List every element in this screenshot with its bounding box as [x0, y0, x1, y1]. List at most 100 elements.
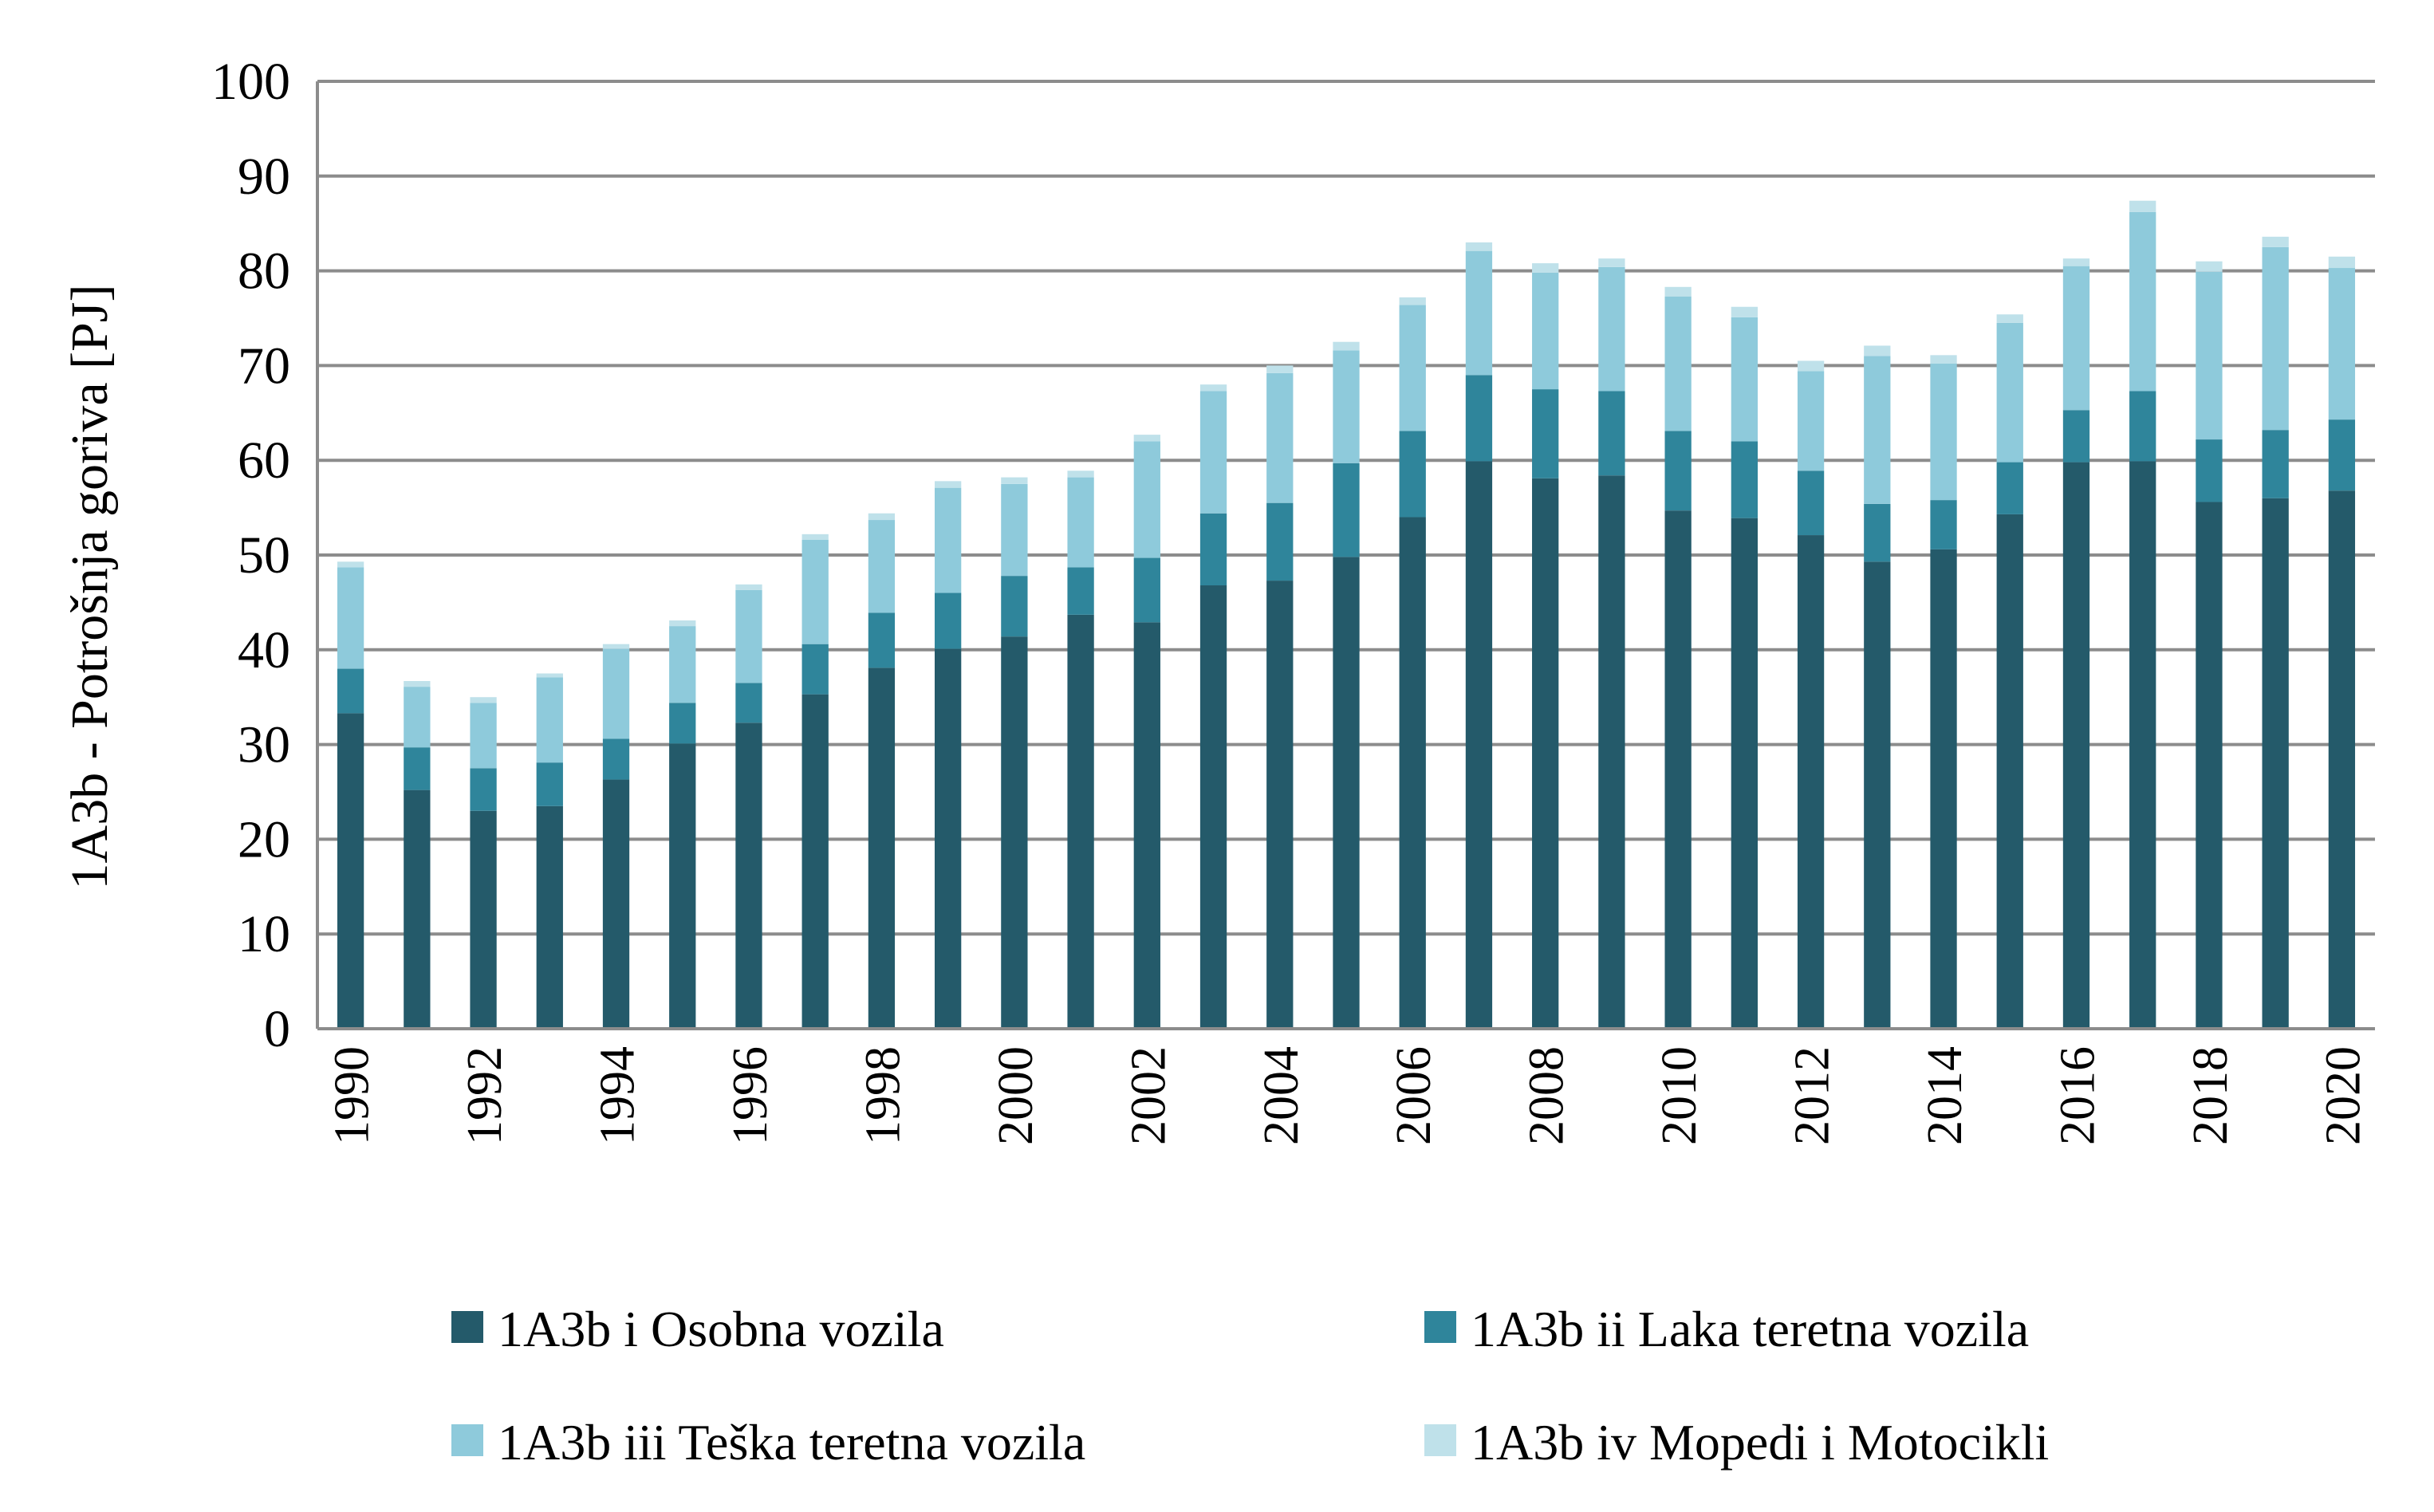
bar-segment-2016-s3 — [2062, 266, 2090, 411]
bar-segment-2011-s1 — [1731, 518, 1758, 1029]
bar-segment-1994-s3 — [602, 648, 630, 739]
x-tick-label: 1990 — [325, 1046, 380, 1145]
x-tick-label: 1992 — [458, 1046, 512, 1145]
y-tick-label: 30 — [238, 716, 290, 774]
bar-segment-2015-s1 — [1996, 514, 2023, 1029]
x-tick-labels: 1990 1992 1994 1996 1998 2000 2002 2004 2006 2008… — [325, 1046, 2371, 1145]
y-tick-label: 90 — [238, 148, 290, 206]
bar-segment-1996-s1 — [735, 723, 762, 1029]
bar-segment-2010-s4 — [1664, 286, 1692, 297]
bar-segment-1999-s4 — [935, 481, 962, 488]
x-tick-label: 2006 — [1387, 1046, 1441, 1145]
bar-segment-2003-s4 — [1199, 384, 1227, 392]
legend-swatch-1 — [451, 1311, 483, 1343]
bar-segment-1995-s4 — [669, 620, 696, 627]
bar-segment-1997-s4 — [801, 534, 829, 540]
bar-segment-2014-s1 — [1930, 549, 1957, 1029]
bar-segment-2004-s2 — [1266, 502, 1294, 581]
bar-segment-2020-s3 — [2328, 268, 2356, 420]
bar-segment-2012-s4 — [1797, 360, 1825, 372]
bar-segment-1990-s2 — [337, 668, 364, 714]
bar-segment-2016-s2 — [2062, 410, 2090, 463]
y-tick-label: 0 — [264, 1000, 290, 1058]
bar-segment-2013-s4 — [1864, 345, 1891, 356]
bar-segment-1993-s3 — [536, 677, 563, 763]
y-tick-label: 10 — [238, 905, 290, 963]
bar-segment-2001-s4 — [1067, 471, 1094, 478]
y-tick-label: 100 — [211, 53, 290, 111]
x-tick-label: 2012 — [1786, 1046, 1840, 1145]
bar-segment-2011-s2 — [1731, 441, 1758, 518]
bar-segment-2001-s1 — [1067, 614, 1094, 1029]
bar-segment-2013-s2 — [1864, 503, 1891, 562]
bar-segment-2020-s2 — [2328, 419, 2356, 491]
bar-segment-2008-s4 — [1532, 263, 1559, 273]
bar-segment-1991-s3 — [404, 687, 431, 748]
bar-segment-1999-s1 — [935, 648, 962, 1029]
bar-segment-2003-s1 — [1199, 585, 1227, 1029]
bar-segment-2017-s2 — [2129, 391, 2156, 462]
bar-segment-2012-s2 — [1797, 471, 1825, 536]
bar-segment-2000-s2 — [1001, 576, 1028, 637]
bar-segment-2002-s2 — [1133, 557, 1160, 623]
bar-segment-2018-s4 — [2196, 261, 2223, 272]
bar-segment-2000-s1 — [1001, 636, 1028, 1029]
bar-segment-2018-s3 — [2196, 271, 2223, 440]
bar-segment-2004-s3 — [1266, 372, 1294, 503]
y-tick-label: 80 — [238, 242, 290, 301]
bar-segment-1995-s1 — [669, 743, 696, 1029]
bar-segment-2016-s1 — [2062, 462, 2090, 1029]
bar-segment-2003-s3 — [1199, 391, 1227, 514]
bar-segment-2020-s4 — [2328, 256, 2356, 269]
bar-segment-2001-s3 — [1067, 477, 1094, 568]
bar-segment-2017-s1 — [2129, 461, 2156, 1029]
bar-segment-1994-s1 — [602, 779, 630, 1029]
legend-swatch-3 — [451, 1424, 483, 1456]
bar-segment-2010-s3 — [1664, 296, 1692, 431]
bar-segment-2004-s1 — [1266, 581, 1294, 1029]
bar-segment-2009-s2 — [1598, 391, 1625, 476]
legend-label-3: 1A3b iii Teška teretna vozila — [498, 1414, 1085, 1471]
bar-segment-2014-s4 — [1930, 355, 1957, 364]
bar-segment-2002-s3 — [1133, 441, 1160, 558]
bar-segment-2005-s2 — [1333, 463, 1360, 557]
bar-segment-2006-s1 — [1399, 517, 1426, 1029]
bar-segment-2010-s1 — [1664, 510, 1692, 1029]
bar-segment-2019-s1 — [2262, 498, 2289, 1029]
bar-segment-2013-s3 — [1864, 356, 1891, 504]
bar-segment-1996-s4 — [735, 584, 762, 590]
bar-segment-2012-s3 — [1797, 371, 1825, 471]
bar-segment-2017-s3 — [2129, 211, 2156, 392]
bar-segment-1991-s2 — [404, 747, 431, 790]
x-tick-label: 1994 — [591, 1046, 645, 1145]
legend-swatch-4 — [1424, 1424, 1456, 1456]
y-tick-label: 20 — [238, 810, 290, 868]
bar-segment-2012-s1 — [1797, 535, 1825, 1029]
bar-segment-1991-s4 — [404, 681, 431, 687]
bar-segment-2008-s2 — [1532, 389, 1559, 478]
bar-segment-1995-s2 — [669, 703, 696, 744]
bar-segment-1998-s3 — [868, 520, 896, 613]
bar-segment-2009-s3 — [1598, 266, 1625, 392]
legend: 1A3b i Osobna vozila 1A3b ii Laka teretna… — [451, 1301, 2049, 1471]
bar-segment-2019-s3 — [2262, 246, 2289, 431]
bar-segment-2007-s2 — [1465, 375, 1493, 462]
bar-segment-2005-s3 — [1333, 350, 1360, 463]
bar-segment-2006-s4 — [1399, 297, 1426, 305]
bar-segment-2014-s3 — [1930, 364, 1957, 501]
bar-segment-2005-s1 — [1333, 557, 1360, 1029]
bar-segment-2009-s1 — [1598, 475, 1625, 1029]
x-tick-label: 2018 — [2184, 1046, 2238, 1145]
y-tick-label: 60 — [238, 431, 290, 490]
y-tick-labels: 0 10 20 30 40 50 60 70 80 90 100 — [211, 53, 290, 1058]
bar-segment-1990-s3 — [337, 567, 364, 669]
bar-segment-1996-s3 — [735, 589, 762, 683]
bar-segment-1996-s2 — [735, 683, 762, 723]
bar-segment-2013-s1 — [1864, 561, 1891, 1029]
x-tick-label: 1996 — [723, 1046, 778, 1145]
bar-segment-2008-s1 — [1532, 478, 1559, 1029]
y-tick-label: 50 — [238, 526, 290, 585]
bar-segment-2006-s2 — [1399, 431, 1426, 518]
y-tick-label: 70 — [238, 337, 290, 395]
